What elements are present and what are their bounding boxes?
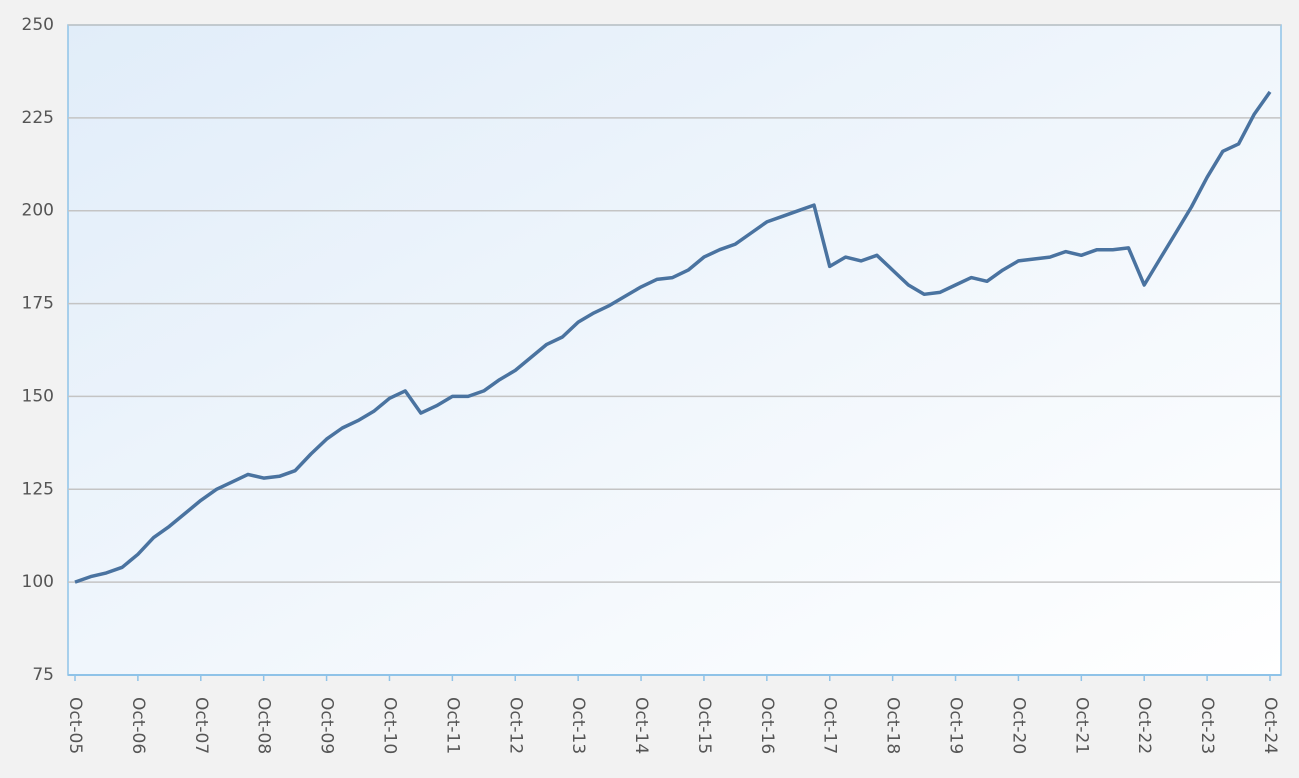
x-tick-label: Oct-12: [505, 697, 525, 754]
x-tick-label: Oct-06: [128, 697, 148, 754]
x-tick-label: Oct-17: [820, 697, 840, 754]
y-tick-label: 150: [22, 386, 54, 406]
y-tick-label: 225: [22, 108, 54, 128]
data-line: [74, 90, 1272, 584]
x-tick-label: Oct-11: [442, 697, 462, 754]
x-tick-label: Oct-20: [1008, 697, 1028, 754]
y-tick-label: 100: [22, 572, 54, 592]
x-tick-label: Oct-19: [946, 697, 966, 754]
x-tick-label: Oct-07: [191, 697, 211, 754]
x-tick-label: Oct-22: [1134, 697, 1154, 754]
y-tick-label: 125: [22, 479, 54, 499]
x-tick-label: Oct-16: [757, 697, 777, 754]
x-tick-label: Oct-10: [379, 697, 399, 754]
x-tick-label: Oct-09: [317, 697, 337, 754]
x-tick-label: Oct-14: [631, 697, 651, 754]
x-tick-label: Oct-21: [1071, 697, 1091, 754]
x-tick-label: Oct-13: [568, 697, 588, 754]
x-tick-label: Oct-05: [65, 697, 85, 754]
x-tick-label: Oct-24: [1260, 697, 1280, 754]
x-tick-label: Oct-15: [694, 697, 714, 754]
x-tick-label: Oct-18: [883, 697, 903, 754]
x-tick-label: Oct-23: [1197, 697, 1217, 754]
y-tick-label: 250: [22, 15, 54, 35]
y-tick-label: 175: [22, 294, 54, 314]
y-tick-label: 200: [22, 201, 54, 221]
x-tick-label: Oct-08: [254, 697, 274, 754]
plot-area: [67, 24, 1282, 676]
y-tick-label: 75: [32, 665, 54, 685]
